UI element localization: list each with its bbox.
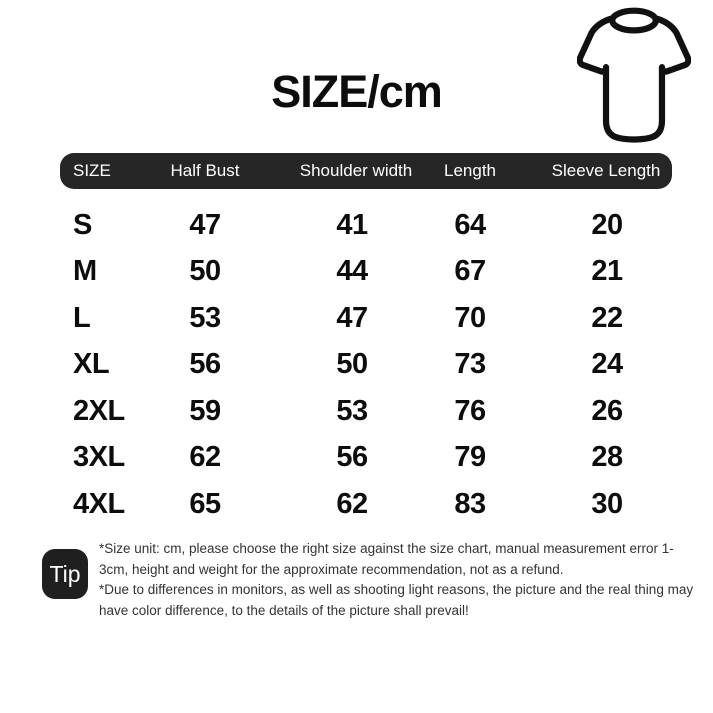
size-label: L — [73, 302, 91, 334]
length-value: 73 — [454, 348, 486, 380]
sleeve-length-value: 26 — [591, 395, 623, 427]
tip-badge: Tip — [42, 549, 88, 599]
half-bust-value: 59 — [189, 395, 221, 427]
table-row: S 47 41 64 20 — [0, 202, 713, 248]
length-value: 83 — [454, 488, 486, 520]
half-bust-value: 65 — [189, 488, 221, 520]
length-value: 70 — [454, 302, 486, 334]
shoulder-width-value: 50 — [336, 348, 368, 380]
shoulder-width-value: 41 — [336, 209, 368, 241]
half-bust-value: 47 — [189, 209, 221, 241]
shoulder-width-value: 56 — [336, 441, 368, 473]
sleeve-length-value: 22 — [591, 302, 623, 334]
length-value: 79 — [454, 441, 486, 473]
length-value: 64 — [454, 209, 486, 241]
t-shirt-icon — [576, 6, 692, 148]
tip-note-2: *Due to differences in monitors, as well… — [99, 582, 694, 618]
table-row: XL 56 50 73 24 — [0, 341, 713, 387]
half-bust-value: 62 — [189, 441, 221, 473]
shoulder-width-value: 47 — [336, 302, 368, 334]
table-row: 4XL 65 62 83 30 — [0, 481, 713, 527]
table-header-bar — [60, 153, 672, 189]
table-row: 3XL 62 56 79 28 — [0, 434, 713, 480]
table-row: L 53 47 70 22 — [0, 295, 713, 341]
size-label: S — [73, 209, 92, 241]
size-label: 2XL — [73, 395, 125, 427]
header-half-bust: Half Bust — [170, 161, 240, 180]
size-label: XL — [73, 348, 110, 380]
sleeve-length-value: 30 — [591, 488, 623, 520]
table-row: M 50 44 67 21 — [0, 248, 713, 294]
shoulder-width-value: 62 — [336, 488, 368, 520]
header-sleeve-length: Sleeve Length — [551, 161, 661, 180]
tip-note-1: *Size unit: cm, please choose the right … — [99, 541, 674, 577]
half-bust-value: 50 — [189, 255, 221, 287]
header-size: SIZE — [73, 161, 111, 180]
size-label: 4XL — [73, 488, 125, 520]
sleeve-length-value: 21 — [591, 255, 623, 287]
shoulder-width-value: 44 — [336, 255, 368, 287]
page-title: SIZE/cm — [271, 66, 443, 117]
header-length: Length — [444, 161, 496, 180]
size-label: M — [73, 255, 97, 287]
half-bust-value: 56 — [189, 348, 221, 380]
sleeve-length-value: 28 — [591, 441, 623, 473]
length-value: 76 — [454, 395, 486, 427]
size-label: 3XL — [73, 441, 125, 473]
shoulder-width-value: 53 — [336, 395, 368, 427]
sleeve-length-value: 24 — [591, 348, 623, 380]
length-value: 67 — [454, 255, 486, 287]
half-bust-value: 53 — [189, 302, 221, 334]
sleeve-length-value: 20 — [591, 209, 623, 241]
tip-notes: *Size unit: cm, please choose the right … — [99, 539, 700, 621]
table-row: 2XL 59 53 76 26 — [0, 388, 713, 434]
header-shoulder-width: Shoulder width — [299, 161, 413, 180]
